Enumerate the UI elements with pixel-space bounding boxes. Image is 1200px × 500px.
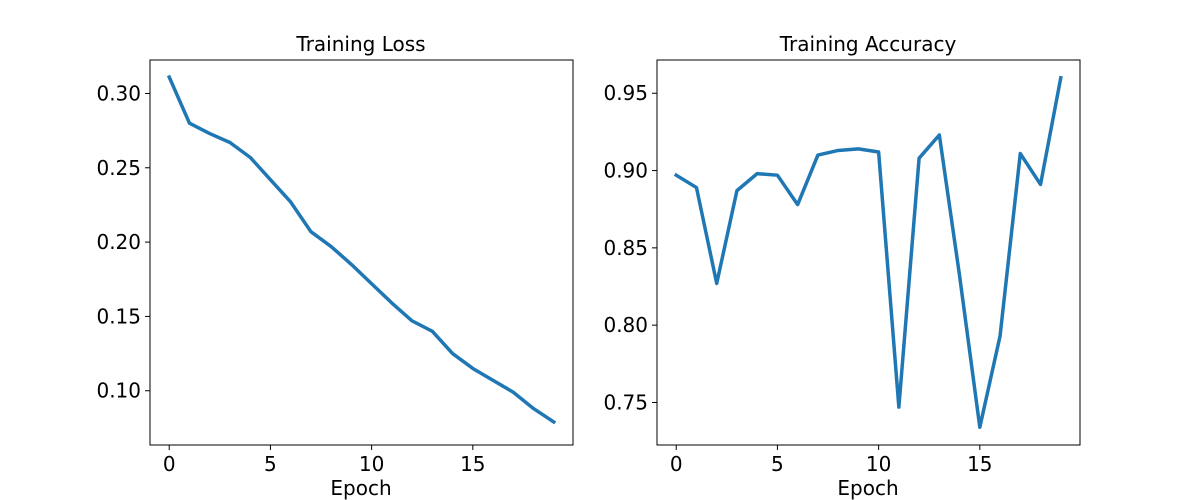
series-line	[673, 75, 1063, 429]
y-tick-label: 0.25	[96, 156, 141, 180]
x-tick-label: 0	[670, 452, 683, 476]
axes-frame	[656, 59, 1081, 446]
x-tick-label: 15	[460, 452, 485, 476]
chart-title: Training Loss	[295, 32, 425, 56]
chart-title: Training Accuracy	[779, 32, 957, 56]
y-tick-label: 0.15	[96, 304, 141, 328]
axes-frame	[149, 59, 574, 446]
x-tick-label: 15	[967, 452, 992, 476]
chart-panel-loss: Training Loss 0 5 10 15 0.10 0.15 0.20 0.25 0.3…	[96, 32, 574, 500]
x-axis-label: Epoch	[837, 476, 898, 500]
y-tick-label: 0.20	[96, 230, 141, 254]
x-tick-label: 10	[866, 452, 891, 476]
y-tick-label: 0.10	[96, 379, 141, 403]
x-axis-ticks: 0 5 10 15	[670, 445, 993, 476]
y-tick-label: 0.80	[603, 313, 648, 337]
y-tick-label: 0.75	[603, 390, 648, 414]
x-axis-label: Epoch	[330, 476, 391, 500]
plot-area	[166, 74, 557, 425]
x-tick-label: 0	[163, 452, 176, 476]
x-tick-label: 5	[771, 452, 784, 476]
x-axis-ticks: 0 5 10 15	[163, 445, 486, 476]
y-tick-label: 0.90	[603, 159, 648, 183]
plot-area	[673, 75, 1063, 429]
series-line	[166, 74, 557, 425]
x-tick-label: 5	[264, 452, 277, 476]
y-axis-ticks: 0.75 0.80 0.85 0.90 0.95	[603, 81, 657, 414]
x-tick-label: 10	[359, 452, 384, 476]
y-tick-label: 0.85	[603, 236, 648, 260]
chart-panel-accuracy: Training Accuracy 0 5 10 15 0.75 0.80 0.85 0.9…	[603, 32, 1081, 500]
y-tick-label: 0.95	[603, 81, 648, 105]
y-axis-ticks: 0.10 0.15 0.20 0.25 0.30	[96, 81, 150, 403]
y-tick-label: 0.30	[96, 81, 141, 105]
